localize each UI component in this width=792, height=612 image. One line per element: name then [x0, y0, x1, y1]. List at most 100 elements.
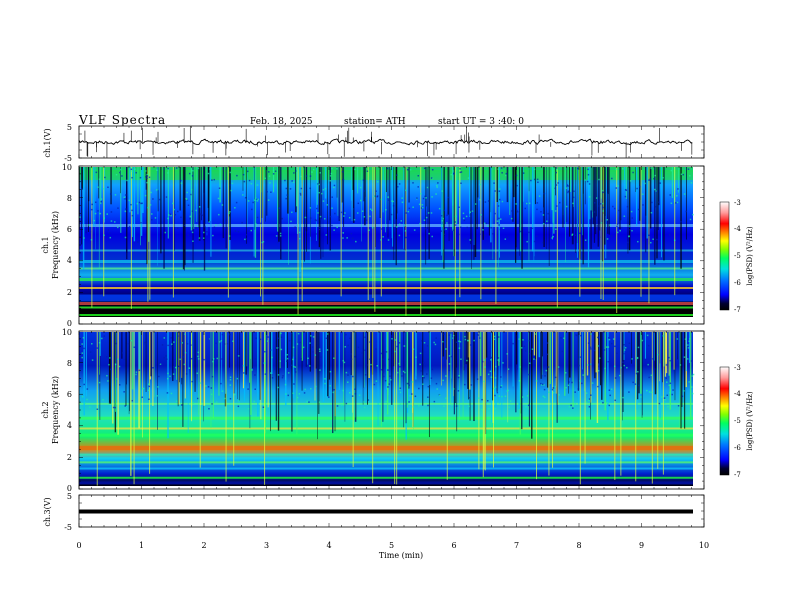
ch1-spec-speckle: [571, 234, 573, 236]
ch1-spec-streak: [482, 167, 484, 240]
ch1-spec-speckle: [284, 179, 286, 182]
ch1-spec-streak: [254, 167, 256, 230]
ch2-spec-streak: [533, 332, 536, 356]
ch1-ytick-top: 5: [67, 123, 72, 132]
ch2-spec-speckle: [666, 394, 669, 397]
ch2-spec-speckle: [127, 343, 130, 345]
ch2-spec-streak: [264, 332, 266, 434]
ch2-spec-speckle: [363, 401, 365, 403]
ch2-spec-ytick-2: 2: [67, 453, 72, 462]
ch1-spec-speckle: [454, 221, 457, 223]
ch1-spec-speckle: [371, 209, 373, 212]
ch2-spec-speckle: [343, 361, 346, 364]
ch2-spec-speckle: [345, 333, 347, 336]
ch1-spec-speckle: [628, 226, 631, 228]
ch2-spec-streak: [542, 332, 543, 357]
header-station: station= ATH: [344, 117, 406, 127]
ch1-spec-speckle: [130, 168, 133, 171]
ch2-spec-streak: [462, 332, 464, 418]
ch2-spec-speckle: [131, 399, 133, 402]
ch1-spec-speckle: [606, 218, 609, 221]
ch2-spec-speckle: [445, 375, 447, 377]
ch2-spec-streak: [238, 332, 240, 402]
ch1-spec-speckle: [256, 184, 259, 186]
ch2-spec-channel-label: ch.2: [41, 401, 50, 418]
ch2-spec-speckle: [232, 340, 234, 343]
ch1-spec-speckle: [130, 203, 132, 206]
ch2-spec-speckle: [606, 402, 608, 404]
ch2-spec-speckle: [445, 397, 447, 399]
ch2-spec-speckle: [610, 342, 613, 345]
ch1-spec-speckle: [242, 194, 244, 196]
ch1-spec-streak: [506, 167, 509, 203]
ch2-spec-streak: [429, 332, 431, 385]
ch1-spec-speckle: [229, 171, 232, 174]
ch2-spec-streak: [406, 332, 408, 408]
ch2-spec-streak: [145, 332, 147, 393]
ch1-spec-streak: [499, 167, 501, 258]
ch2-spec-speckle: [114, 363, 117, 366]
ch1-spec-streak: [594, 167, 597, 235]
ch1-spec-speckle: [317, 183, 319, 185]
ch2-spec-streak: [454, 332, 456, 403]
ch1-spec-speckle: [405, 189, 407, 192]
ch1-spec-streak: [321, 167, 322, 219]
ch2-spec-speckle: [382, 358, 385, 361]
ch2-spec-streak: [422, 332, 424, 406]
ch2-spec-speckle: [81, 395, 84, 398]
ch1-spec-ytick-6: 6: [67, 225, 72, 234]
ch2-spec-speckle: [458, 375, 460, 377]
ch3-waveform-ylabel: ch.3(V): [43, 497, 52, 526]
ch1-spec-speckle: [266, 191, 268, 193]
ch1-spec-streak: [146, 167, 148, 265]
ch1-spec-speckle: [453, 172, 455, 174]
ch2-spec-speckle: [553, 388, 555, 391]
ch1-spec-speckle: [138, 201, 141, 204]
ch1-spec-speckle: [196, 225, 199, 227]
ch1-spec-streak-bright: [147, 167, 149, 302]
ch1-spec-speckle: [300, 187, 303, 190]
ch2-spec-ytick-0: 0: [67, 484, 72, 493]
ch1-spec-streak: [337, 167, 339, 216]
ch2-spec-speckle: [298, 393, 301, 395]
ch2-spec-speckle: [351, 395, 354, 397]
ch2-spec-speckle: [646, 334, 649, 337]
ch2-spec-speckle: [199, 382, 201, 384]
ch1-spec-speckle: [460, 226, 462, 229]
ch2-spec-speckle: [544, 396, 546, 399]
ch2-spec-speckle: [166, 392, 169, 394]
ch1-spec-speckle: [124, 210, 127, 213]
ch1-spec-speckle: [189, 217, 191, 220]
ch2-spec-speckle: [112, 406, 115, 409]
ch1-spec-speckle: [147, 206, 149, 209]
ch2-spec-speckle: [554, 376, 557, 379]
ch1-spec-speckle: [256, 216, 259, 219]
ch2-spec-speckle: [488, 407, 490, 410]
ch2-spec-speckle: [587, 399, 590, 402]
ch2-spec-speckle: [163, 337, 166, 339]
ch2-colorbar-tick-m6: -6: [734, 444, 741, 452]
ch1-spec-ytick-2: 2: [67, 288, 72, 297]
ch2-spec-speckle: [271, 356, 273, 359]
ch1-spec-streak: [531, 167, 534, 252]
ch1-spec-streak: [473, 167, 475, 246]
ch2-spec-speckle: [89, 406, 91, 408]
ch1-spec-speckle: [653, 177, 655, 180]
ch1-spec-speckle: [676, 201, 679, 204]
ch2-spec-speckle: [681, 395, 684, 398]
ch2-spec-streak-bright: [614, 332, 616, 481]
ch1-spec-streak: [296, 167, 298, 207]
ch1-spec-speckle: [134, 168, 136, 171]
ch1-spec-streak: [469, 167, 471, 217]
ch1-spec-speckle: [462, 212, 465, 215]
ch2-spec-speckle: [665, 364, 668, 366]
ch2-spec-speckle: [541, 383, 544, 386]
ch1-spec-speckle: [692, 213, 694, 216]
ch1-spec-speckle: [483, 234, 486, 237]
ch2-spec-streak-bright: [662, 332, 664, 475]
ch1-spec-speckle: [436, 184, 438, 187]
ch2-spec-speckle: [626, 366, 628, 369]
ch1-spec-speckle: [190, 193, 192, 196]
ch1-spec-streak: [163, 167, 165, 269]
ch1-spec-speckle: [615, 187, 618, 189]
